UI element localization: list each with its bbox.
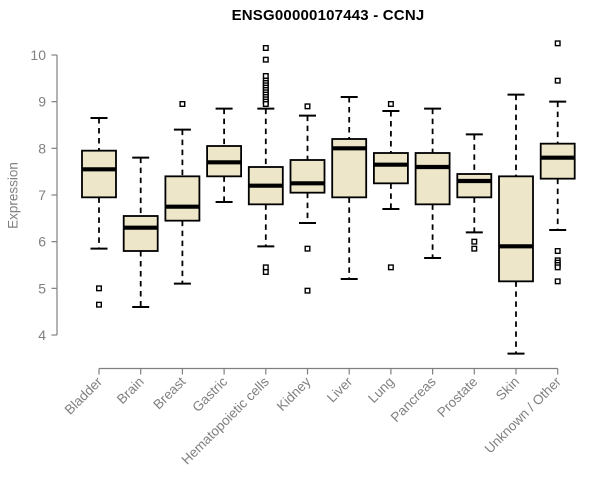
outlier-point bbox=[304, 287, 311, 294]
outlier-point bbox=[179, 101, 186, 108]
outlier-point bbox=[554, 40, 561, 47]
box-skin bbox=[498, 93, 534, 355]
x-tick-label: Breast bbox=[150, 374, 188, 412]
outlier-point bbox=[304, 245, 311, 252]
y-axis: 4 5 6 7 8 9 10 bbox=[30, 47, 58, 343]
outlier-point bbox=[554, 264, 561, 271]
outlier-point bbox=[262, 73, 269, 80]
iqr-box bbox=[372, 152, 409, 185]
x-tick-label: Brain bbox=[114, 374, 147, 407]
outlier-point bbox=[554, 77, 561, 84]
chart-title: ENSG00000107443 - CCNJ bbox=[231, 7, 425, 24]
x-tick-label: Liver bbox=[324, 374, 356, 406]
box-pancreas bbox=[414, 107, 451, 260]
x-tick-label: Unknown / Other bbox=[482, 374, 565, 457]
iqr-box bbox=[456, 173, 493, 199]
outlier-point bbox=[95, 285, 102, 292]
x-tick-label: Prostate bbox=[434, 374, 480, 420]
outlier-point bbox=[471, 238, 478, 245]
iqr-box bbox=[164, 175, 201, 222]
x-tick-label: Lung bbox=[365, 374, 397, 406]
x-tick-label: Pancreas bbox=[388, 374, 439, 425]
x-tick-label: Gastric bbox=[189, 374, 230, 415]
box-lung bbox=[372, 101, 409, 271]
x-tick-label: Kidney bbox=[274, 374, 314, 414]
outlier-point bbox=[471, 245, 478, 252]
outlier-point bbox=[554, 278, 561, 285]
outlier-point bbox=[387, 264, 394, 271]
box-hematopoietic-cells bbox=[247, 44, 284, 276]
outlier-point bbox=[554, 248, 561, 255]
outlier-point bbox=[262, 56, 269, 63]
y-tick-label: 4 bbox=[38, 327, 46, 343]
iqr-box bbox=[81, 149, 117, 199]
iqr-box bbox=[414, 152, 451, 206]
y-tick-label: 6 bbox=[38, 234, 46, 250]
outlier-point bbox=[95, 301, 102, 308]
box-bladder bbox=[81, 117, 117, 308]
iqr-box bbox=[289, 159, 326, 194]
y-tick-label: 9 bbox=[38, 94, 46, 110]
iqr-box bbox=[498, 175, 534, 283]
box-gastric bbox=[206, 107, 243, 204]
outlier-point bbox=[262, 269, 269, 276]
outlier-point bbox=[262, 264, 269, 271]
y-tick-label: 7 bbox=[38, 187, 46, 203]
y-tick-label: 10 bbox=[30, 47, 46, 63]
iqr-box bbox=[122, 215, 159, 252]
x-tick-label: Bladder bbox=[62, 374, 106, 418]
box-kidney bbox=[289, 103, 326, 294]
outlier-point bbox=[262, 44, 269, 51]
outlier-point bbox=[387, 101, 394, 108]
box-brain bbox=[122, 156, 159, 309]
y-tick-label: 5 bbox=[38, 280, 46, 296]
box-liver bbox=[331, 96, 368, 281]
box-unknown-other bbox=[539, 40, 576, 285]
outlier-point bbox=[262, 101, 269, 108]
y-tick-label: 8 bbox=[38, 140, 46, 156]
box-prostate bbox=[456, 133, 493, 252]
outlier-point bbox=[304, 103, 311, 110]
x-tick-label: Skin bbox=[493, 374, 522, 403]
iqr-box bbox=[539, 142, 576, 180]
box-breast bbox=[164, 101, 201, 285]
